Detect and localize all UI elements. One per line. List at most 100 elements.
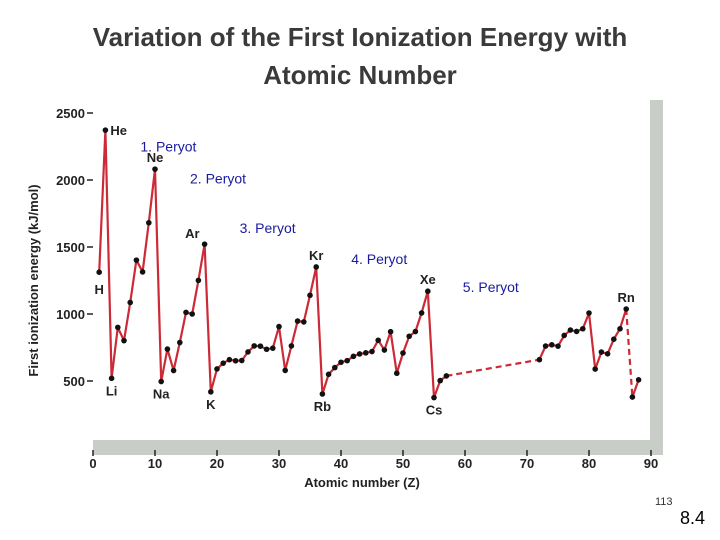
period-annotations: 1. Peryot 2. Peryot 3. Peryot 4. Peryot 5. P… bbox=[140, 139, 519, 296]
element-label-k: K bbox=[206, 397, 216, 412]
data-point bbox=[325, 371, 332, 378]
data-point bbox=[555, 343, 561, 349]
data-point bbox=[338, 359, 344, 366]
x-tick-label: 10 bbox=[148, 456, 162, 471]
data-point bbox=[127, 299, 133, 306]
x-tick-label: 0 bbox=[89, 456, 96, 471]
data-point bbox=[195, 277, 202, 284]
data-point bbox=[102, 127, 109, 133]
element-label-ar: Ar bbox=[185, 226, 199, 241]
axes: 500 1000 1500 2000 2500 0 10 20 30 40 50 60 70 80 90 At… bbox=[26, 106, 658, 490]
data-point bbox=[425, 288, 431, 295]
data-point bbox=[313, 264, 320, 270]
x-tick-label: 80 bbox=[582, 456, 596, 471]
data-point bbox=[164, 346, 171, 352]
plot-frame bbox=[93, 100, 663, 455]
data-point bbox=[629, 394, 636, 400]
data-point bbox=[232, 357, 239, 364]
data-point bbox=[245, 349, 251, 355]
data-point bbox=[257, 343, 264, 349]
data-point bbox=[412, 328, 419, 335]
data-point bbox=[431, 394, 437, 401]
data-point bbox=[288, 343, 295, 349]
data-point bbox=[400, 350, 406, 356]
y-axis-label: First ionization energy (kJ/mol) bbox=[26, 184, 41, 376]
data-point bbox=[251, 343, 257, 349]
data-point bbox=[344, 357, 351, 364]
data-point bbox=[369, 348, 375, 355]
data-point bbox=[561, 332, 567, 339]
data-point bbox=[350, 353, 357, 360]
element-label-he: He bbox=[110, 123, 127, 138]
data-point bbox=[282, 367, 289, 374]
data-point bbox=[139, 269, 146, 275]
x-axis-label: Atomic number (Z) bbox=[304, 475, 420, 490]
period-label-1: 1. Peryot bbox=[140, 139, 196, 155]
data-point bbox=[189, 311, 195, 317]
y-tick-label: 1500 bbox=[56, 240, 85, 255]
slide-number: 113 bbox=[655, 496, 673, 508]
series-line-1 bbox=[446, 358, 540, 377]
element-label-rn: Rn bbox=[618, 290, 635, 305]
x-tick-label: 40 bbox=[334, 456, 348, 471]
data-point bbox=[356, 351, 363, 357]
data-point bbox=[623, 306, 629, 312]
x-tick-label: 90 bbox=[644, 456, 658, 471]
data-point bbox=[437, 377, 444, 384]
data-point bbox=[332, 364, 338, 371]
chart-title: Variation of the First Ionization Energy… bbox=[0, 18, 720, 94]
data-point bbox=[387, 328, 394, 335]
y-tick-label: 2500 bbox=[56, 106, 85, 121]
data-point bbox=[270, 345, 276, 351]
element-label-cs: Cs bbox=[426, 403, 443, 418]
data-point bbox=[220, 360, 226, 366]
data-point bbox=[394, 370, 400, 377]
data-point bbox=[598, 349, 605, 355]
x-tick-label: 30 bbox=[272, 456, 286, 471]
data-point bbox=[108, 375, 115, 382]
chart-title-line-1: Variation of the First Ionization Energy… bbox=[92, 22, 628, 52]
data-point bbox=[96, 269, 102, 275]
data-point bbox=[604, 350, 611, 357]
series-line-3 bbox=[625, 308, 634, 398]
data-point bbox=[208, 389, 214, 395]
data-point bbox=[170, 367, 177, 374]
series-line-4 bbox=[631, 379, 640, 398]
data-point bbox=[573, 328, 580, 335]
x-tick-label: 70 bbox=[520, 456, 534, 471]
element-label-xe: Xe bbox=[420, 272, 436, 287]
data-point bbox=[592, 366, 598, 372]
data-point bbox=[276, 323, 282, 330]
data-point bbox=[115, 324, 121, 331]
x-tick-label: 50 bbox=[396, 456, 410, 471]
element-labels: He Ne Ar Kr Xe Rn H Li Na K Rb Cs bbox=[95, 123, 635, 417]
data-point bbox=[152, 166, 158, 172]
data-point bbox=[294, 318, 301, 324]
data-point bbox=[381, 347, 388, 353]
y-tick-label: 500 bbox=[63, 374, 85, 389]
data-points bbox=[96, 127, 642, 401]
data-point bbox=[542, 343, 549, 349]
data-point bbox=[418, 310, 425, 316]
period-label-2: 2. Peryot bbox=[190, 171, 246, 187]
data-point bbox=[301, 319, 307, 325]
element-label-rb: Rb bbox=[314, 399, 331, 414]
data-point bbox=[319, 391, 326, 397]
data-point bbox=[406, 333, 413, 340]
data-point bbox=[363, 350, 369, 356]
chart-title-line-2: Atomic Number bbox=[263, 60, 457, 90]
y-tick-label: 2000 bbox=[56, 173, 85, 188]
data-point bbox=[177, 339, 183, 346]
data-point bbox=[146, 219, 152, 226]
data-point bbox=[183, 309, 189, 316]
period-label-5: 5. Peryot bbox=[463, 279, 519, 295]
x-tick-label: 60 bbox=[458, 456, 472, 471]
data-point bbox=[201, 241, 208, 247]
data-point bbox=[567, 327, 574, 333]
element-label-kr: Kr bbox=[309, 248, 323, 263]
data-point bbox=[536, 356, 543, 363]
data-point bbox=[611, 336, 617, 342]
data-point bbox=[307, 292, 313, 299]
element-label-h: H bbox=[95, 282, 104, 297]
